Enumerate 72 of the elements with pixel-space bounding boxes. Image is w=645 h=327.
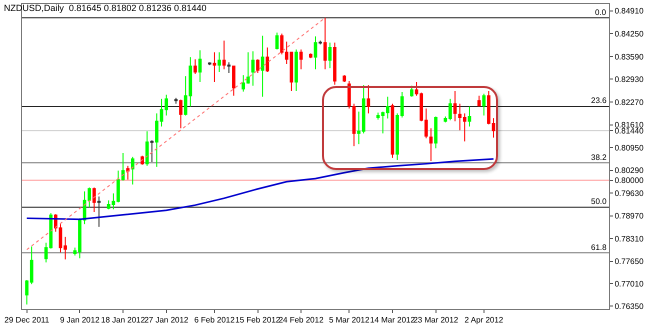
candlestick: [266, 46, 270, 72]
x-tick-label: 23 Mar 2012: [413, 316, 459, 325]
candlestick: [260, 35, 264, 98]
x-tick-label: 2 Apr 2012: [464, 316, 504, 325]
x-tick-label: 24 Feb 2012: [278, 316, 324, 325]
candlestick: [434, 116, 438, 149]
candlestick: [174, 97, 178, 104]
annotation: 61.8: [591, 243, 608, 252]
candlestick: [92, 187, 96, 213]
candlestick: [309, 52, 312, 59]
candlestick: [342, 74, 346, 82]
candlestick: [232, 66, 236, 96]
candlestick: [275, 32, 279, 50]
y-tick-label: 0.76350: [614, 302, 644, 312]
candlestick: [429, 128, 433, 162]
candlestick: [390, 103, 394, 158]
candlestick: [251, 50, 255, 86]
y-tick-label: 0.78970: [614, 212, 644, 221]
candlestick: [328, 42, 332, 69]
candlestick: [482, 93, 486, 116]
candlestick: [294, 49, 298, 92]
candlestick: [212, 52, 216, 82]
candlestick: [179, 99, 182, 129]
candlestick: [198, 50, 202, 82]
x-tick-label: 27 Jan 2012: [144, 316, 189, 325]
x-tick-label: 5 Mar 2012: [328, 316, 370, 325]
y-tick-label: 0.78310: [614, 234, 644, 244]
candlestick: [468, 106, 472, 127]
candlestick: [130, 156, 134, 185]
x-tick-label: 15 Feb 2012: [235, 316, 281, 325]
candlestick: [145, 130, 149, 166]
candlestick: [126, 165, 130, 180]
candlestick: [477, 95, 481, 107]
candlestick: [218, 52, 221, 72]
candlestick: [314, 36, 318, 70]
candlestick: [194, 58, 197, 75]
annotation: 50.0: [591, 197, 608, 206]
candlestick: [299, 49, 303, 70]
y-tick-label: 0.84910: [614, 6, 644, 16]
y-tick-label: 0.77650: [614, 257, 644, 266]
y-tick-label: 0.81440: [614, 126, 644, 136]
chart-title: NZDUSD,Daily 0.81645 0.81802 0.81236 0.81440: [4, 3, 207, 14]
candlestick: [410, 85, 414, 98]
candlestick: [256, 58, 260, 74]
candlestick: [97, 196, 101, 228]
y-tick-label: 0.83590: [614, 52, 644, 62]
y-tick-label: 0.82270: [614, 98, 644, 107]
y-tick-label: 0.77010: [614, 279, 644, 288]
annotation: 38.2: [591, 153, 608, 162]
y-tick-label: 0.80000: [614, 176, 644, 186]
line-series: [26, 158, 494, 220]
y-tick-label: 0.79630: [614, 188, 644, 198]
x-tick-label: 9 Jan 2012: [60, 316, 100, 325]
y-tick-label: 0.80290: [614, 166, 644, 176]
annotation: 23.6: [591, 96, 608, 105]
candlestick: [366, 84, 370, 114]
y-tick-label: 0.80950: [614, 143, 644, 152]
y-tick-label: 0.84250: [614, 29, 644, 38]
candlestick: [227, 62, 231, 74]
x-tick-label: 29 Dec 2011: [4, 316, 50, 325]
annotation: 0.0: [595, 8, 607, 17]
candlestick: [222, 40, 226, 70]
candlestick: [208, 62, 212, 66]
candlestick: [323, 17, 327, 70]
candlestick: [150, 140, 154, 163]
candlestick: [318, 40, 322, 45]
candlestick: [333, 42, 336, 86]
candlestick: [453, 90, 457, 122]
x-tick-label: 14 Mar 2012: [370, 316, 416, 325]
y-tick-label: 0.82930: [614, 75, 644, 84]
x-tick-label: 6 Feb 2012: [194, 316, 236, 325]
x-tick-label: 18 Jan 2012: [101, 316, 146, 325]
